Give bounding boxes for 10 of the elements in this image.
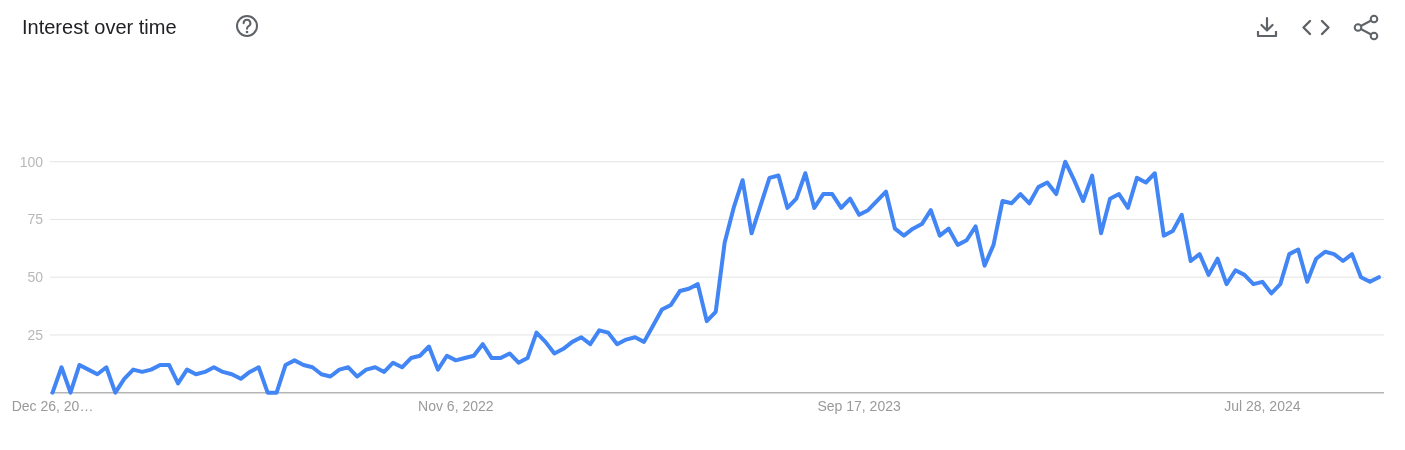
chart-title: Interest over time xyxy=(22,16,177,38)
x-tick-label: Nov 6, 2022 xyxy=(418,397,494,414)
x-tick-label: Dec 26, 20… xyxy=(11,397,94,414)
y-tick-label: 100 xyxy=(19,153,44,170)
x-tick-label: Jul 28, 2024 xyxy=(1224,397,1301,414)
y-tick-label: 75 xyxy=(27,211,44,228)
y-tick-label: 50 xyxy=(27,269,44,286)
x-tick-label: Sep 17, 2023 xyxy=(817,397,901,414)
y-tick-label: 25 xyxy=(27,326,44,343)
line-series xyxy=(50,159,1381,395)
